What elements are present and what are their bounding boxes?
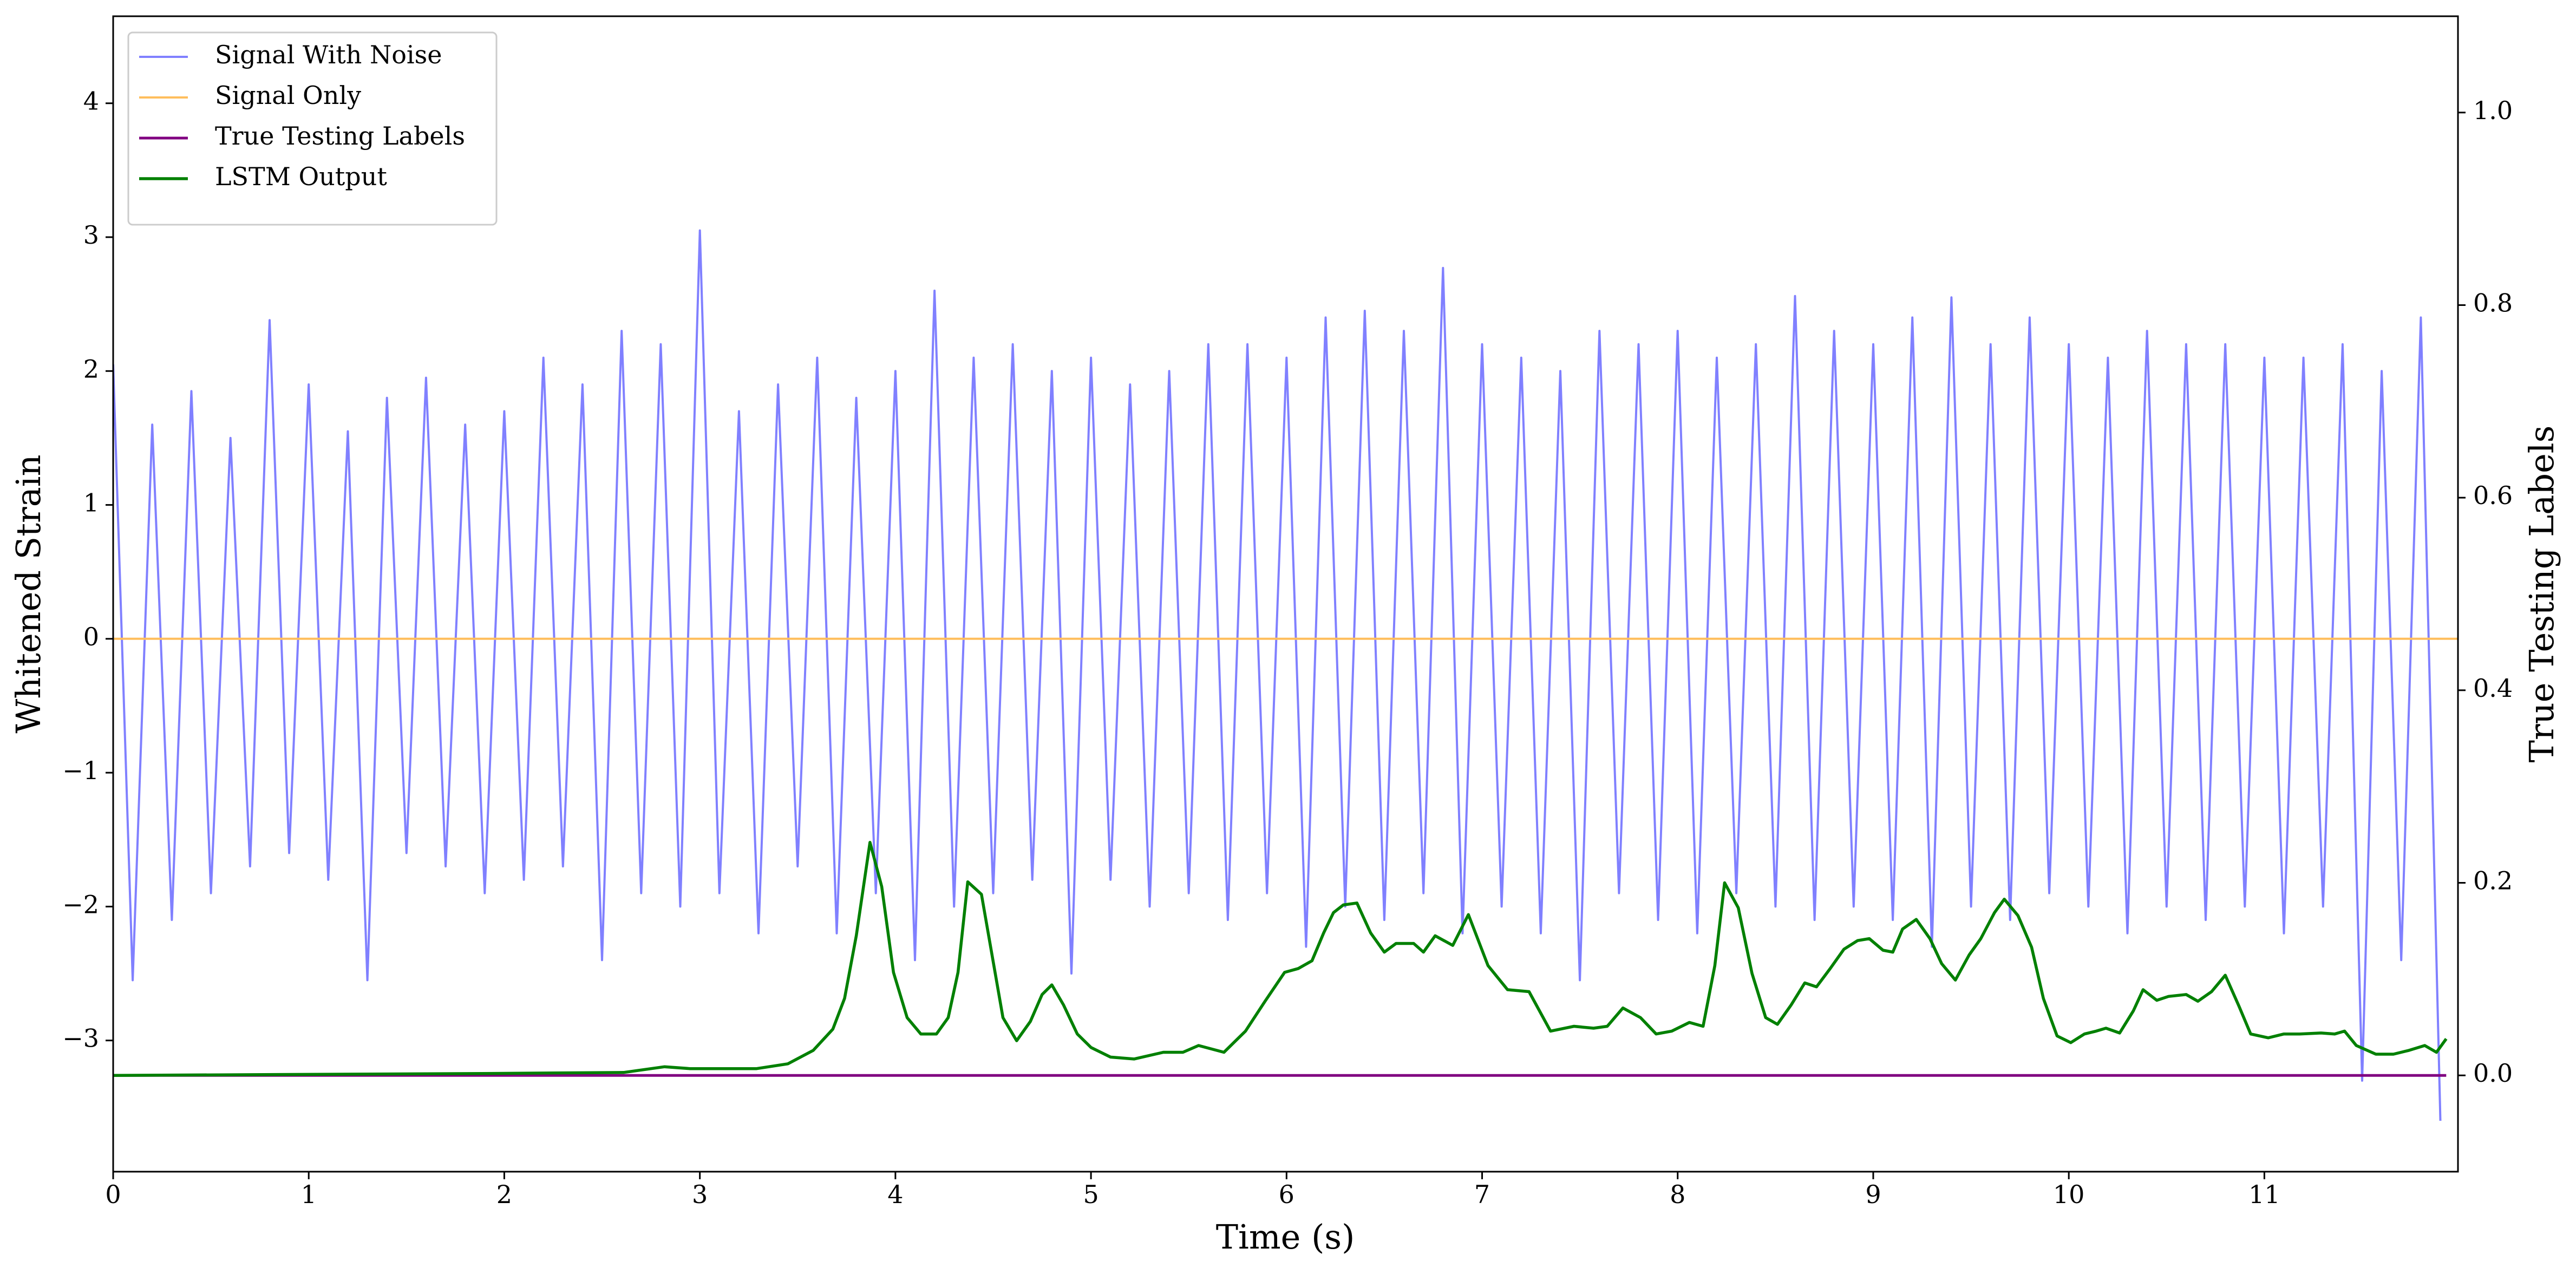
plot-area <box>113 229 2458 1121</box>
y-tick-label: 3 <box>83 220 99 250</box>
y2-tick-label: 0.2 <box>2473 866 2513 896</box>
y-tick-label: −2 <box>62 890 99 919</box>
y2-tick-label: 0.4 <box>2473 674 2513 703</box>
x-tick-label: 8 <box>1670 1180 1685 1209</box>
x-tick-label: 11 <box>2248 1180 2280 1209</box>
x-tick-label: 3 <box>692 1180 708 1209</box>
y-tick-label: −1 <box>62 756 99 785</box>
x-axis-label: Time (s) <box>1216 1217 1355 1257</box>
x-tick-label: 1 <box>301 1180 317 1209</box>
x-tick-label: 7 <box>1474 1180 1490 1209</box>
legend-label: Signal With Noise <box>215 40 442 69</box>
y2-tick-label: 0.8 <box>2473 289 2513 318</box>
y-tick-label: 2 <box>83 354 99 383</box>
y2-tick-label: 1.0 <box>2473 96 2513 125</box>
y2-axis-label: True Testing Labels <box>2522 426 2561 763</box>
x-tick-label: 9 <box>1865 1180 1881 1209</box>
x-tick-label: 4 <box>887 1180 903 1209</box>
legend-label: True Testing Labels <box>215 121 465 151</box>
series-line <box>113 841 2448 1077</box>
plot-frame <box>112 15 2459 1173</box>
y2-tick-label: 0.6 <box>2473 481 2513 510</box>
legend-label: LSTM Output <box>215 162 387 191</box>
legend-box <box>127 31 498 226</box>
x-tick-label: 2 <box>496 1180 512 1209</box>
y-tick-label: −3 <box>62 1024 99 1053</box>
legend-label: Signal Only <box>215 81 361 110</box>
x-tick-label: 6 <box>1279 1180 1294 1209</box>
x-tick-label: 0 <box>105 1180 121 1209</box>
y2-tick-label: 0.0 <box>2473 1059 2513 1088</box>
y-tick-label: 4 <box>83 87 99 116</box>
x-tick-label: 5 <box>1083 1180 1099 1209</box>
x-tick-label: 10 <box>2053 1180 2085 1209</box>
y-tick-label: 1 <box>83 488 99 518</box>
y-tick-label: 0 <box>83 622 99 651</box>
y-axis-label: Whitened Strain <box>9 455 48 734</box>
series-line <box>113 229 2442 1121</box>
